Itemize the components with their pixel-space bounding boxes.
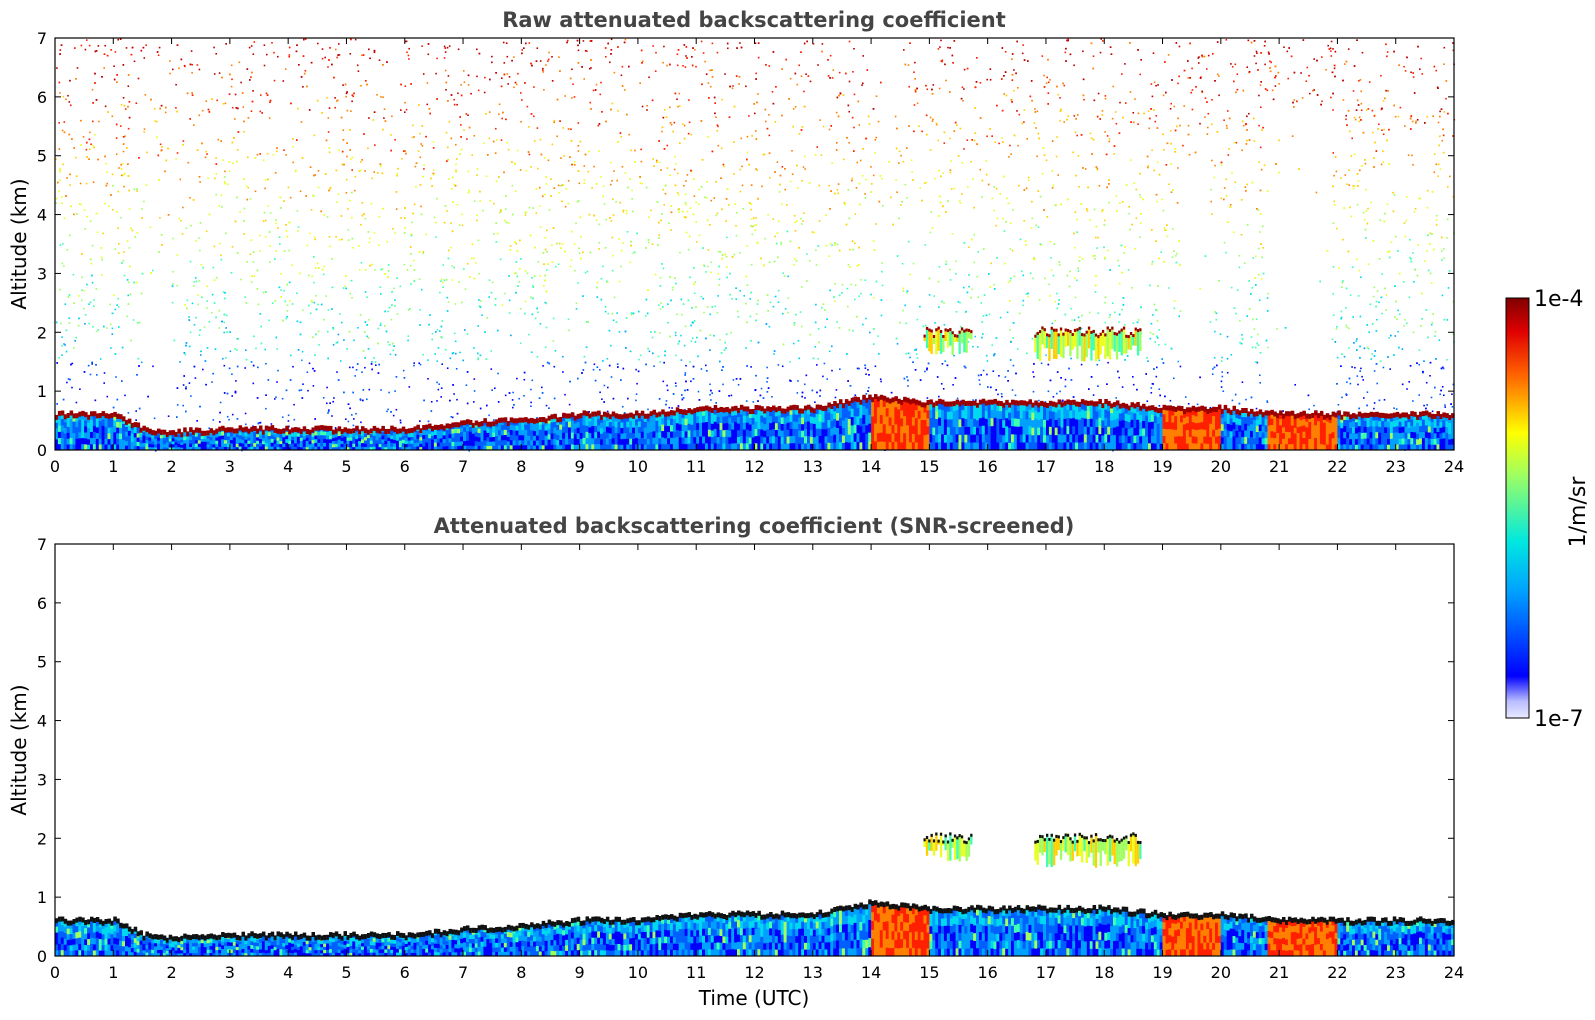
x-tick-label: 12 [744, 457, 764, 476]
x-tick-label: 6 [400, 457, 410, 476]
x-tick-label: 21 [1269, 457, 1289, 476]
x-tick-label: 8 [516, 963, 526, 982]
colorbar-gradient [1505, 297, 1530, 719]
y-tick-label: 0 [37, 947, 47, 966]
x-tick-label: 5 [341, 457, 351, 476]
y-tick-label: 5 [37, 653, 47, 672]
x-tick-label: 7 [458, 963, 468, 982]
x-tick-label: 17 [1036, 457, 1056, 476]
x-tick-label: 23 [1386, 963, 1406, 982]
x-tick-label: 10 [628, 457, 648, 476]
y-tick-label: 7 [37, 535, 47, 554]
x-tick-label: 9 [575, 963, 585, 982]
x-tick-label: 7 [458, 457, 468, 476]
x-tick-label: 4 [283, 963, 293, 982]
x-tick-label: 6 [400, 963, 410, 982]
x-tick-label: 3 [225, 457, 235, 476]
x-tick-label: 12 [744, 963, 764, 982]
x-tick-label: 16 [977, 963, 997, 982]
panel-raw: Raw attenuated backscattering coefficien… [7, 8, 1464, 476]
x-tick-label: 10 [628, 963, 648, 982]
x-tick-label: 17 [1036, 963, 1056, 982]
x-tick-label: 5 [341, 963, 351, 982]
x-tick-label: 22 [1327, 963, 1347, 982]
y-tick-label: 4 [37, 206, 47, 225]
x-tick-label: 8 [516, 457, 526, 476]
y-tick-label: 1 [37, 888, 47, 907]
x-tick-label: 19 [1152, 963, 1172, 982]
x-tick-label: 14 [861, 457, 881, 476]
colorbar-unit-label: 1/m/sr [1566, 476, 1591, 548]
colorbar-min-label: 1e-7 [1534, 707, 1583, 732]
x-tick-label: 2 [166, 963, 176, 982]
chart-title: Raw attenuated backscattering coefficien… [502, 8, 1006, 32]
chart-title: Attenuated backscattering coefficient (S… [434, 514, 1075, 538]
x-tick-label: 15 [919, 457, 939, 476]
x-tick-label: 18 [1094, 963, 1114, 982]
x-tick-label: 11 [686, 457, 706, 476]
x-axis: 0 1 2 3 4 5 6 7 8 9 10 11 12 13 14 15 16 17 18 19 20 21 22 23 24 [50, 38, 1464, 476]
panel-snr-screened: Attenuated backscattering coefficient (S… [7, 514, 1464, 1010]
y-axis: 0 1 2 3 4 5 6 7 [37, 535, 1454, 966]
heatmap-image [55, 38, 1456, 452]
y-tick-label: 3 [37, 264, 47, 283]
x-tick-label: 24 [1444, 457, 1464, 476]
x-tick-label: 13 [803, 963, 823, 982]
x-tick-label: 11 [686, 963, 706, 982]
x-tick-label: 9 [575, 457, 585, 476]
x-tick-label: 14 [861, 963, 881, 982]
y-tick-label: 2 [37, 829, 47, 848]
heatmap-image [55, 832, 1455, 957]
y-tick-label: 3 [37, 770, 47, 789]
x-tick-label: 4 [283, 457, 293, 476]
x-tick-label: 15 [919, 963, 939, 982]
y-tick-label: 7 [37, 29, 47, 48]
y-tick-label: 6 [37, 88, 47, 107]
y-tick-label: 2 [37, 323, 47, 342]
x-axis-label: Time (UTC) [698, 986, 810, 1010]
y-axis-label: Altitude (km) [7, 178, 31, 309]
colorbar-max-label: 1e-4 [1534, 287, 1583, 312]
plot-frame [54, 543, 1455, 957]
x-tick-label: 16 [977, 457, 997, 476]
x-tick-label: 20 [1211, 963, 1231, 982]
y-tick-label: 1 [37, 382, 47, 401]
y-tick-label: 0 [37, 441, 47, 460]
plot-frame [54, 37, 1455, 451]
y-axis: 0 1 2 3 4 5 6 7 [37, 29, 1454, 460]
x-tick-label: 24 [1444, 963, 1464, 982]
x-tick-label: 3 [225, 963, 235, 982]
x-tick-label: 0 [50, 457, 60, 476]
x-tick-label: 1 [108, 963, 118, 982]
x-tick-label: 20 [1211, 457, 1231, 476]
x-tick-label: 0 [50, 963, 60, 982]
x-tick-label: 13 [803, 457, 823, 476]
y-axis-label: Altitude (km) [7, 684, 31, 815]
x-tick-label: 1 [108, 457, 118, 476]
y-tick-label: 5 [37, 147, 47, 166]
x-tick-label: 21 [1269, 963, 1289, 982]
x-axis: 0 1 2 3 4 5 6 7 8 9 10 11 12 13 14 15 16 17 18 19 20 21 22 23 24 [50, 544, 1464, 982]
y-tick-label: 6 [37, 594, 47, 613]
x-tick-label: 19 [1152, 457, 1172, 476]
x-tick-label: 22 [1327, 457, 1347, 476]
x-tick-label: 18 [1094, 457, 1114, 476]
x-tick-label: 23 [1386, 457, 1406, 476]
colorbar: 1e-4 1e-7 1/m/sr [1505, 287, 1591, 732]
y-tick-label: 4 [37, 712, 47, 731]
x-tick-label: 2 [166, 457, 176, 476]
